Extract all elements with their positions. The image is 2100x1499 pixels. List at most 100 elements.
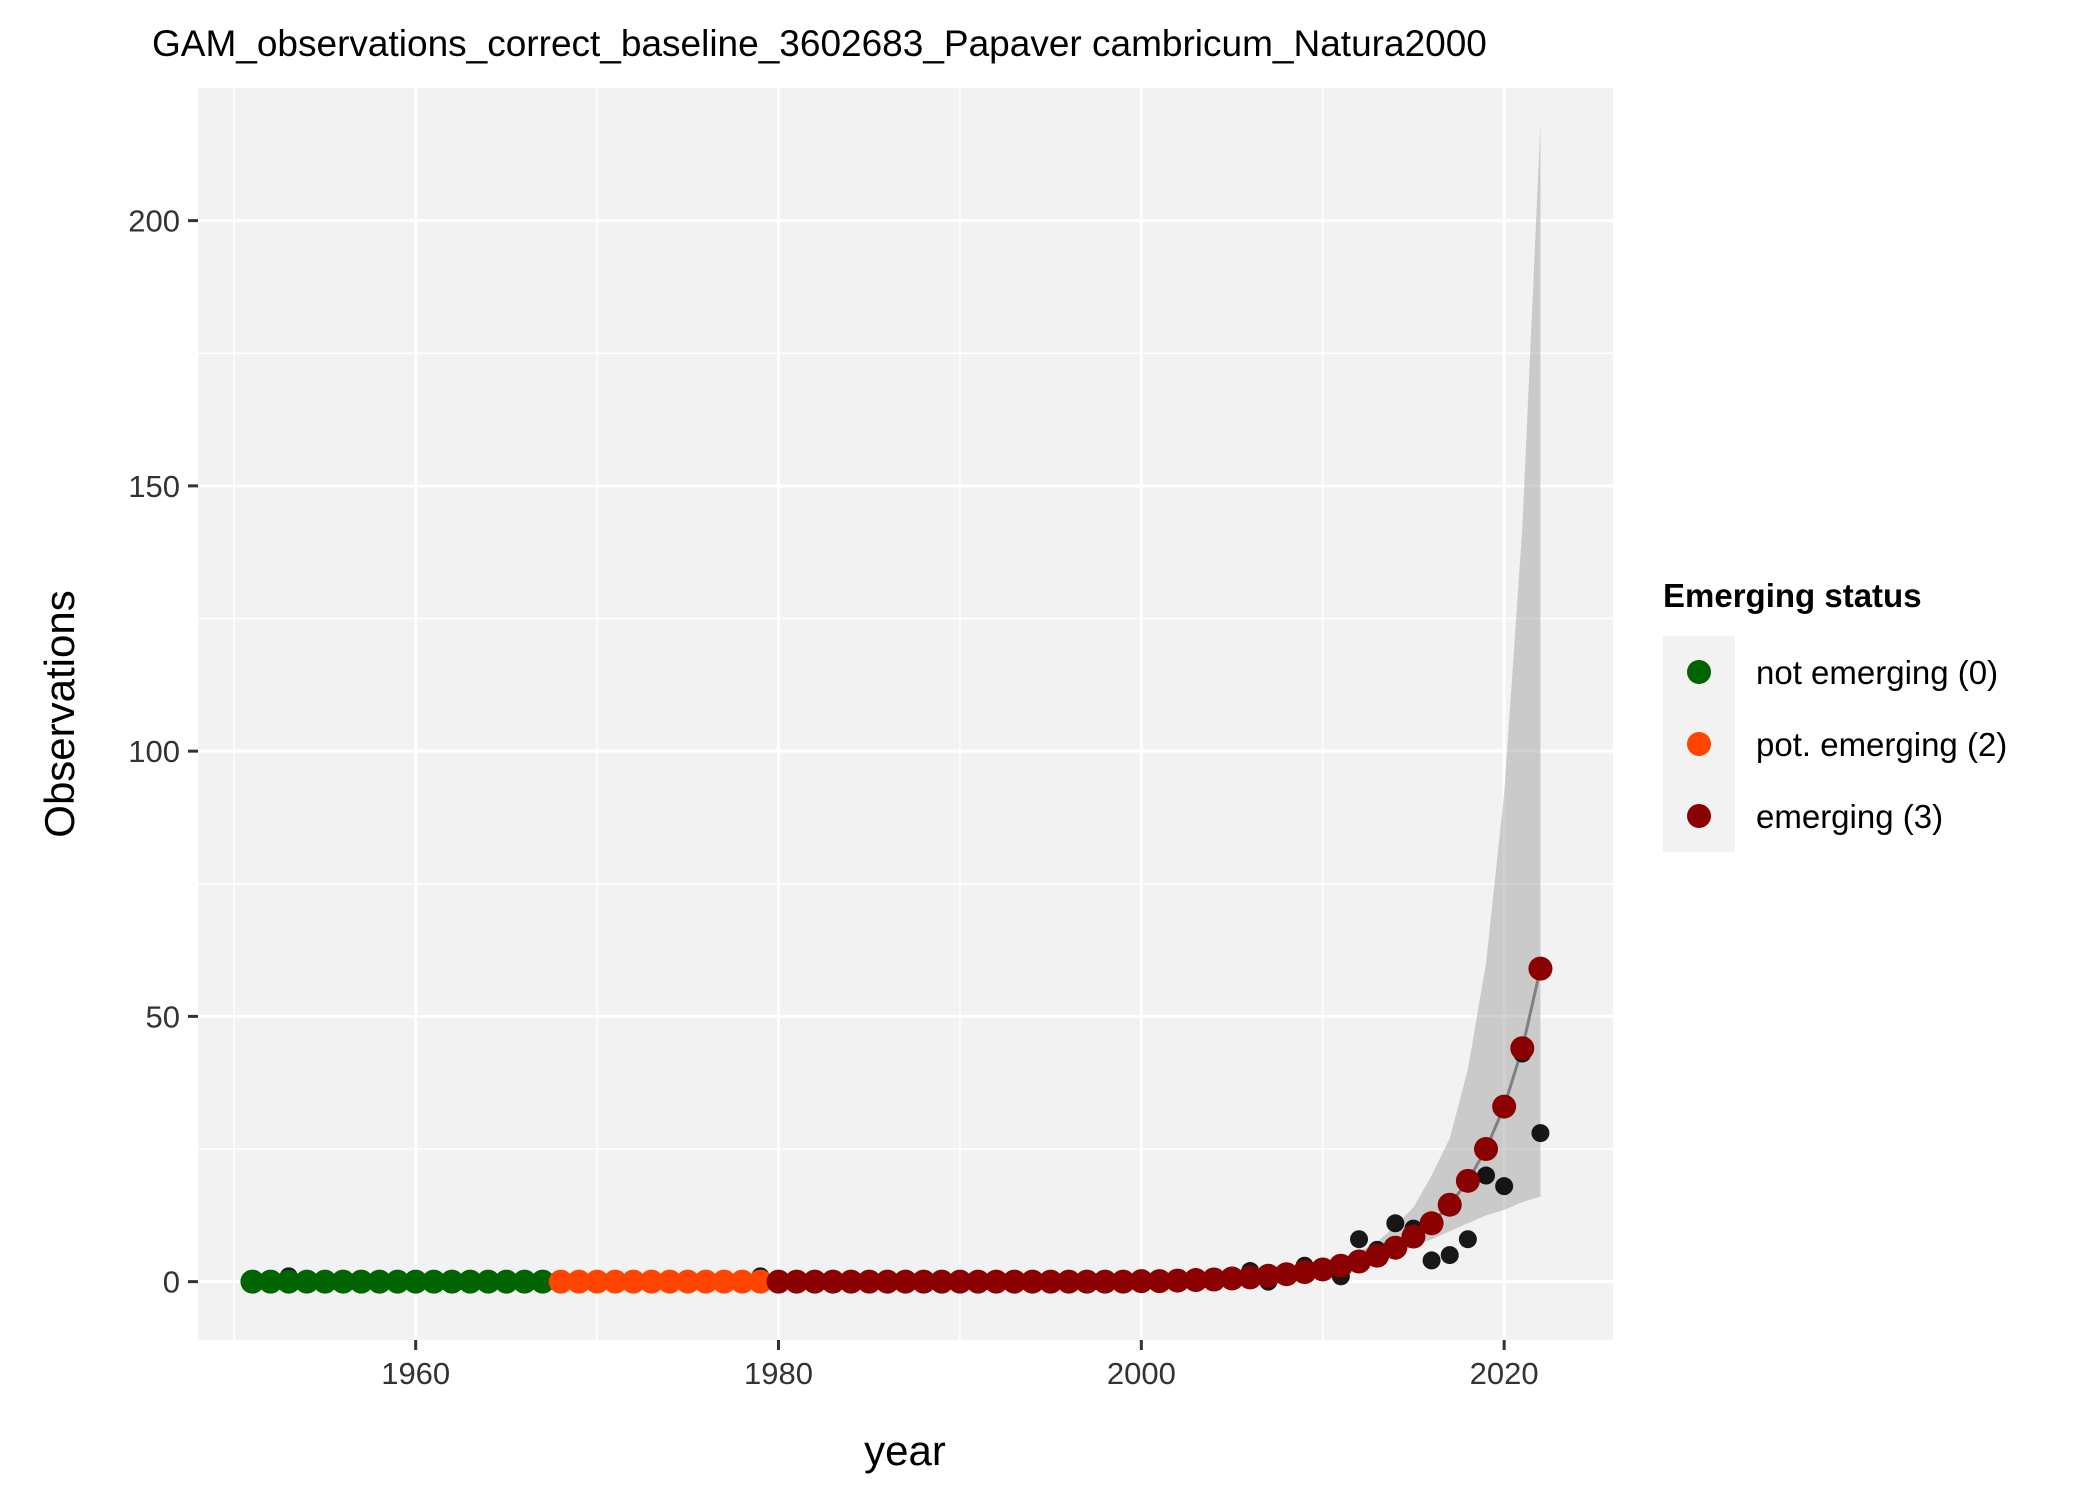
fitted-point bbox=[1455, 1168, 1480, 1193]
fitted-point bbox=[966, 1269, 991, 1294]
fitted-point bbox=[984, 1269, 1009, 1294]
fitted-point bbox=[1111, 1269, 1136, 1294]
fitted-point bbox=[1328, 1253, 1353, 1278]
fitted-point bbox=[1074, 1269, 1099, 1294]
fitted-point bbox=[403, 1269, 428, 1294]
observed-point bbox=[1495, 1177, 1514, 1196]
fitted-point bbox=[1183, 1268, 1208, 1293]
fitted-point bbox=[548, 1269, 573, 1294]
fitted-point bbox=[566, 1269, 591, 1294]
x-tick-label: 2000 bbox=[1107, 1356, 1176, 1391]
fitted-point bbox=[1220, 1266, 1245, 1291]
fitted-point bbox=[1020, 1269, 1045, 1294]
fitted-point bbox=[621, 1269, 646, 1294]
fitted-point bbox=[1093, 1269, 1118, 1294]
y-axis: 0 50 100 150 200 bbox=[128, 204, 198, 1300]
fitted-point bbox=[1147, 1269, 1172, 1294]
observed-point bbox=[1531, 1124, 1550, 1143]
observed-point bbox=[1458, 1230, 1477, 1249]
y-tick-label: 150 bbox=[128, 469, 180, 504]
legend-key-pot-emerging bbox=[1687, 732, 1711, 756]
fitted-point bbox=[675, 1269, 700, 1294]
fitted-point bbox=[512, 1269, 537, 1294]
fitted-point bbox=[476, 1269, 501, 1294]
observed-point bbox=[1386, 1214, 1405, 1233]
fitted-point bbox=[385, 1269, 410, 1294]
fitted-points bbox=[240, 956, 1553, 1294]
fitted-point bbox=[820, 1269, 845, 1294]
observed-point bbox=[1477, 1166, 1496, 1185]
x-tick-label: 1960 bbox=[381, 1356, 450, 1391]
fitted-point bbox=[1401, 1224, 1426, 1249]
fitted-point bbox=[802, 1269, 827, 1294]
fitted-point bbox=[1365, 1243, 1390, 1268]
fitted-point bbox=[240, 1269, 265, 1294]
fitted-point bbox=[494, 1269, 519, 1294]
x-axis: 1960 1980 2000 2020 bbox=[381, 1340, 1539, 1391]
fitted-point bbox=[1419, 1211, 1444, 1236]
fitted-point bbox=[657, 1269, 682, 1294]
legend-title: Emerging status bbox=[1663, 577, 1922, 614]
fitted-point bbox=[839, 1269, 864, 1294]
fitted-point bbox=[1002, 1269, 1027, 1294]
fitted-point bbox=[639, 1269, 664, 1294]
fitted-point bbox=[1201, 1267, 1226, 1292]
fitted-point bbox=[893, 1269, 918, 1294]
legend-key-not-emerging bbox=[1687, 660, 1711, 684]
fitted-point bbox=[276, 1269, 301, 1294]
fitted-point bbox=[331, 1269, 356, 1294]
grid-minor bbox=[198, 88, 1613, 1340]
fitted-point bbox=[1383, 1235, 1408, 1260]
y-axis-title: Observations bbox=[36, 590, 83, 837]
fitted-point bbox=[911, 1269, 936, 1294]
fitted-point bbox=[784, 1269, 809, 1294]
fitted-point bbox=[730, 1269, 755, 1294]
fitted-point bbox=[530, 1269, 555, 1294]
fitted-point bbox=[1129, 1269, 1154, 1294]
legend: Emerging status not emerging (0) pot. em… bbox=[1663, 577, 2007, 852]
fitted-point bbox=[1437, 1192, 1462, 1217]
y-tick-label: 100 bbox=[128, 734, 180, 769]
x-tick-label: 2020 bbox=[1470, 1356, 1539, 1391]
fitted-point bbox=[929, 1269, 954, 1294]
fitted-point bbox=[947, 1269, 972, 1294]
confidence-band bbox=[1232, 125, 1541, 1279]
x-tick-label: 1980 bbox=[744, 1356, 813, 1391]
fitted-point bbox=[294, 1269, 319, 1294]
legend-key-emerging bbox=[1687, 804, 1711, 828]
fitted-point bbox=[1492, 1094, 1517, 1119]
fitted-point bbox=[1292, 1260, 1317, 1285]
y-tick-label: 50 bbox=[146, 999, 180, 1034]
fitted-point bbox=[585, 1269, 610, 1294]
fitted-point bbox=[1274, 1262, 1299, 1287]
fitted-point bbox=[766, 1269, 791, 1294]
x-axis-title: year bbox=[864, 1427, 946, 1474]
observed-point bbox=[1440, 1246, 1459, 1265]
legend-label-pot-emerging: pot. emerging (2) bbox=[1756, 726, 2007, 763]
fitted-point bbox=[1474, 1137, 1499, 1162]
observed-point bbox=[1350, 1230, 1369, 1249]
y-tick-label: 200 bbox=[128, 204, 180, 239]
fitted-point bbox=[875, 1269, 900, 1294]
fitted-point bbox=[1510, 1036, 1535, 1061]
fitted-point bbox=[367, 1269, 392, 1294]
y-tick-label: 0 bbox=[163, 1265, 180, 1300]
confidence-band-area bbox=[1232, 125, 1541, 1279]
plot-panel bbox=[198, 88, 1613, 1340]
fitted-point bbox=[1256, 1263, 1281, 1288]
fitted-point bbox=[1238, 1265, 1263, 1290]
legend-label-not-emerging: not emerging (0) bbox=[1756, 654, 1998, 691]
fitted-point bbox=[1347, 1249, 1372, 1274]
fitted-point bbox=[1038, 1269, 1063, 1294]
fitted-point bbox=[1056, 1269, 1081, 1294]
fitted-point bbox=[1528, 956, 1553, 981]
chart-title: GAM_observations_correct_baseline_360268… bbox=[152, 23, 1487, 64]
fitted-point bbox=[439, 1269, 464, 1294]
fitted-point bbox=[312, 1269, 337, 1294]
fitted-point bbox=[603, 1269, 628, 1294]
legend-label-emerging: emerging (3) bbox=[1756, 798, 1943, 835]
fitted-point bbox=[421, 1269, 446, 1294]
fitted-point bbox=[693, 1269, 718, 1294]
fitted-point bbox=[349, 1269, 374, 1294]
